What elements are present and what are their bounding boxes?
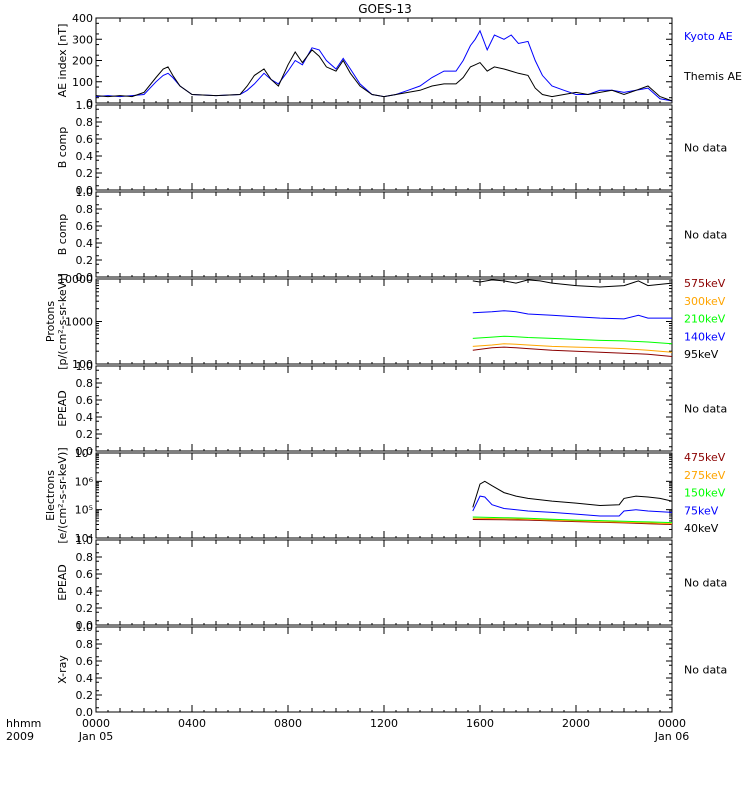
y-tick-label: 0.8 <box>76 551 94 564</box>
x-tick-label: 0800 <box>274 717 302 730</box>
y-tick-label: 1.0 <box>76 99 94 112</box>
y-tick-label: 0.4 <box>76 411 94 424</box>
panel-bcomp2: 0.0 0.2 0.4 0.6 0.8 1.0 B comp No data <box>56 186 727 284</box>
series-210kev <box>473 336 672 344</box>
y-tick-label: 0.4 <box>76 585 94 598</box>
panel-protons: 100 1000 10000 Protons [p/(cm²-s-sr-keV)] 575… <box>44 273 726 371</box>
y-tick-label: 10⁵ <box>75 504 93 517</box>
no-data-label: No data <box>684 403 727 416</box>
legend-210kev: 210keV <box>684 313 726 326</box>
y-tick-label: 1.0 <box>76 360 94 373</box>
legend-575kev: 575keV <box>684 277 726 290</box>
time-axis-date-start: Jan 05 <box>78 730 113 743</box>
y-tick-label: 0.4 <box>76 237 94 250</box>
x-tick-label: 0000 <box>82 717 110 730</box>
plot-title: GOES-13 <box>358 2 412 16</box>
legend-300kev: 300keV <box>684 295 726 308</box>
y-axis-label: X-ray <box>56 655 69 684</box>
time-axis-label-year: 2009 <box>6 730 34 743</box>
time-axis-label-hhmm: hhmm <box>6 717 41 730</box>
no-data-label: No data <box>684 577 727 590</box>
series-95kev <box>473 280 672 287</box>
series-275kev <box>473 518 672 524</box>
series-75kev <box>473 496 672 516</box>
y-axis-label: EPEAD <box>56 564 69 601</box>
y-tick-label: 0.4 <box>76 672 94 685</box>
y-tick-label: 10⁶ <box>75 475 94 488</box>
plot-canvas: GOES-13 0100200300400AE index [nT] Kyoto … <box>0 0 750 800</box>
y-tick-label: 0.6 <box>76 568 94 581</box>
y-axis-label: AE index [nT] <box>56 24 69 98</box>
no-data-label: No data <box>684 229 727 242</box>
y-axis-label: B comp <box>56 214 69 256</box>
y-tick-label: 400 <box>72 12 93 25</box>
y-tick-label: 0.6 <box>76 133 94 146</box>
y-tick-label: 1.0 <box>76 186 94 199</box>
panel-frame <box>96 18 672 103</box>
y-tick-label: 1000 <box>65 316 93 329</box>
y-tick-label: 0.2 <box>76 167 94 180</box>
y-tick-label: 100 <box>72 76 93 89</box>
series-kyoto-ae <box>96 31 672 101</box>
y-tick-label: 10⁷ <box>75 447 93 460</box>
y-tick-label: 0.6 <box>76 655 94 668</box>
legend-40kev: 40keV <box>684 522 719 535</box>
panel-frame <box>96 366 672 451</box>
panel-frame <box>96 453 672 538</box>
series-40kev <box>473 481 672 507</box>
y-tick-label: 1.0 <box>76 534 94 547</box>
y-axis-label: B comp <box>56 127 69 169</box>
panel-electrons: 10⁴ 10⁵ 10⁶ 10⁷ Electrons [e/(cm²-s-sr-keV)] 4… <box>44 447 726 545</box>
y-axis-units: [p/(cm²-s-sr-keV)] <box>56 273 69 370</box>
legend-themis-ae: Themis AE <box>683 70 742 83</box>
x-tick-label: 0400 <box>178 717 206 730</box>
x-tick-label: 1600 <box>466 717 494 730</box>
legend-75kev: 75keV <box>684 504 719 517</box>
panel-frame <box>96 192 672 277</box>
legend-475kev: 475keV <box>684 451 726 464</box>
y-tick-label: 1.0 <box>76 621 94 634</box>
panel-frame <box>96 627 672 712</box>
legend-kyoto-ae: Kyoto AE <box>684 30 733 43</box>
series-140kev <box>473 311 672 319</box>
no-data-label: No data <box>684 664 727 677</box>
y-tick-label: 0.6 <box>76 220 94 233</box>
legend-275kev: 275keV <box>684 469 726 482</box>
x-tick-label: 0000 <box>658 717 686 730</box>
y-tick-label: 0.8 <box>76 377 94 390</box>
no-data-label: No data <box>684 142 727 155</box>
panel-frame <box>96 540 672 625</box>
y-tick-label: 0.8 <box>76 203 94 216</box>
y-tick-label: 0.8 <box>76 638 94 651</box>
y-tick-label: 0.2 <box>76 428 94 441</box>
y-tick-label: 0.2 <box>76 689 94 702</box>
y-tick-label: 0.8 <box>76 116 94 129</box>
series-themis-ae <box>96 50 672 101</box>
y-tick-label: 300 <box>72 33 93 46</box>
panel-xray: 0.00.20.40.60.81.0X-ray No data <box>56 621 727 719</box>
panel-epead2: 0.0 0.2 0.4 0.6 0.8 1.0 EPEAD No data <box>56 534 727 632</box>
panel-frame <box>96 105 672 190</box>
y-tick-label: 0.6 <box>76 394 94 407</box>
x-tick-label: 2000 <box>562 717 590 730</box>
panel-bcomp1: 0.0 0.2 0.4 0.6 0.8 1.0 B comp No data <box>56 99 727 197</box>
y-axis-units: [e/(cm²-s-sr-keV)] <box>56 447 69 543</box>
goes-13-summary-plot: GOES-13 0 100 200 300 400 AE index [nT] Kyoto … <box>0 0 750 800</box>
time-axis: hhmm 2009 Jan 05 Jan 06 0000 0400 0800 1200… <box>6 717 689 743</box>
y-tick-label: 0.2 <box>76 254 94 267</box>
panel-epead1: 0.00.20.40.60.81.0EPEAD No data <box>56 360 727 458</box>
y-tick-label: 0.4 <box>76 150 94 163</box>
y-tick-label: 200 <box>72 55 93 68</box>
series-575kev <box>473 347 672 356</box>
x-tick-label: 1200 <box>370 717 398 730</box>
y-tick-label: 0.2 <box>76 602 94 615</box>
legend-95kev: 95keV <box>684 348 719 361</box>
time-axis-date-end: Jan 06 <box>654 730 689 743</box>
y-axis-label: EPEAD <box>56 390 69 427</box>
legend-150kev: 150keV <box>684 487 726 500</box>
legend-140kev: 140keV <box>684 330 726 343</box>
